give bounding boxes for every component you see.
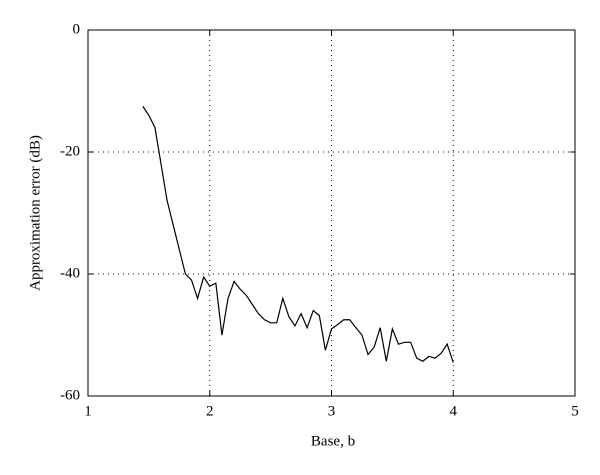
x-tick-label: 4	[450, 403, 458, 419]
plot-frame	[87, 29, 576, 397]
y-axis-label: Approximation error (dB)	[27, 135, 43, 291]
y-tick-label: 0	[73, 21, 81, 37]
x-tick-label: 3	[328, 403, 336, 419]
y-tick-label: -60	[60, 387, 80, 403]
y-tick-label: -40	[60, 265, 80, 281]
data-line	[142, 105, 454, 363]
x-tick-label: 5	[571, 403, 579, 419]
y-tick-label: -20	[60, 143, 80, 159]
x-tick-label: 1	[84, 403, 92, 419]
x-axis-label: Base, b	[311, 433, 355, 449]
x-tick-label: 2	[206, 403, 214, 419]
